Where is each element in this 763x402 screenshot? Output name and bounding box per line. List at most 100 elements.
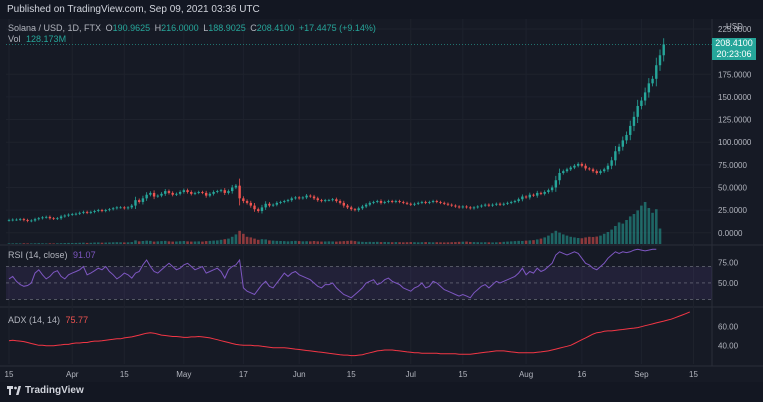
candle-body bbox=[603, 169, 606, 172]
volume-bar bbox=[398, 242, 401, 244]
candle-body bbox=[160, 193, 163, 196]
volume-bar bbox=[182, 241, 186, 244]
rsi-label[interactable]: RSI (14, close) bbox=[8, 250, 68, 260]
tradingview-logo[interactable]: TradingView bbox=[7, 385, 84, 396]
candle-body bbox=[324, 200, 327, 202]
volume-bar bbox=[279, 241, 282, 244]
candle-body bbox=[283, 201, 286, 202]
volume-bars bbox=[7, 202, 662, 244]
rsi-legend: RSI (14, close) 91.07 bbox=[8, 250, 96, 260]
volume-legend: Vol 128.173M bbox=[8, 34, 66, 44]
candle-body bbox=[238, 185, 241, 199]
volume-bar bbox=[383, 241, 387, 244]
candle-body bbox=[208, 193, 212, 196]
adx-label[interactable]: ADX (14, 14) bbox=[8, 315, 61, 325]
volume-bar bbox=[632, 214, 636, 244]
chart-canvas[interactable]: 0.0000 25.0000 50.0000 75.0000 100.0000 125.0… bbox=[0, 19, 763, 382]
currency-label: USD bbox=[726, 22, 743, 31]
volume-bar bbox=[491, 242, 494, 244]
candle-body bbox=[63, 215, 66, 217]
volume-bar bbox=[253, 238, 256, 244]
candle-body bbox=[655, 65, 658, 79]
volume-bar bbox=[227, 238, 230, 244]
time-tick-label: 15 bbox=[120, 370, 129, 379]
volume-bar bbox=[149, 240, 152, 244]
volume-bar bbox=[245, 236, 249, 244]
candle-body bbox=[134, 200, 137, 206]
candle-body bbox=[394, 201, 398, 202]
volume-bar bbox=[305, 241, 308, 244]
volume-bar bbox=[52, 243, 55, 244]
volume-bar bbox=[145, 240, 148, 244]
candle-body bbox=[502, 203, 505, 205]
volume-bar bbox=[15, 243, 18, 244]
candle-body bbox=[260, 207, 264, 212]
candle-body bbox=[212, 192, 215, 194]
candle-body bbox=[450, 204, 453, 206]
volume-bar bbox=[160, 241, 163, 244]
candle-body bbox=[56, 218, 59, 220]
volume-bar bbox=[242, 233, 245, 244]
candle-body bbox=[350, 207, 353, 210]
candle-body bbox=[271, 204, 275, 206]
candle-body bbox=[617, 146, 621, 152]
rsi-tick-label: 50.00 bbox=[718, 279, 739, 288]
candle-body bbox=[156, 195, 159, 197]
volume-bar bbox=[435, 242, 439, 244]
volume-bar bbox=[506, 241, 509, 244]
candle-body bbox=[372, 201, 375, 203]
time-tick-label: 15 bbox=[5, 370, 14, 379]
low-label: L bbox=[203, 23, 209, 33]
volume-bar bbox=[621, 223, 625, 244]
volume-bar bbox=[584, 237, 587, 244]
candle-body bbox=[428, 201, 431, 203]
open-value: 190.9625 bbox=[112, 23, 151, 33]
volume-bar bbox=[178, 241, 182, 244]
candle-body bbox=[573, 165, 576, 168]
volume-bar bbox=[30, 243, 33, 244]
close-label: C bbox=[250, 23, 257, 33]
volume-bar bbox=[416, 242, 420, 244]
volume-bar bbox=[576, 238, 580, 244]
candle-body bbox=[97, 210, 100, 212]
candle-body bbox=[204, 192, 208, 196]
open-label: O bbox=[105, 23, 113, 33]
candle-body bbox=[640, 100, 643, 106]
candle-body bbox=[111, 208, 115, 210]
volume-bar bbox=[387, 242, 390, 244]
candle-body bbox=[483, 204, 487, 206]
candle-body bbox=[67, 214, 70, 216]
volume-bar bbox=[580, 238, 584, 244]
volume-bar bbox=[420, 242, 424, 244]
volume-bar bbox=[375, 241, 379, 244]
candle-body bbox=[216, 191, 219, 193]
volume-bar bbox=[353, 241, 357, 244]
candle-body bbox=[294, 197, 297, 199]
volume-bar bbox=[379, 242, 383, 244]
candle-body bbox=[145, 194, 148, 199]
chart-frame[interactable]: 0.0000 25.0000 50.0000 75.0000 100.0000 125.0… bbox=[0, 19, 763, 382]
volume-bar bbox=[628, 216, 632, 244]
candle-body bbox=[413, 203, 416, 205]
volume-bar bbox=[212, 240, 215, 244]
volume-bar bbox=[524, 240, 528, 244]
candle-body bbox=[357, 208, 360, 211]
symbol-label[interactable]: Solana / USD, 1D, FTX bbox=[8, 23, 102, 33]
volume-bar bbox=[573, 237, 576, 244]
volume-bar bbox=[513, 241, 517, 244]
volume-bar bbox=[230, 236, 234, 244]
candle-body bbox=[435, 201, 438, 202]
candle-body bbox=[15, 219, 18, 221]
volume-bar bbox=[647, 208, 651, 244]
candle-body bbox=[379, 201, 383, 203]
volume-bar bbox=[599, 235, 602, 244]
volume-bar bbox=[234, 234, 238, 244]
bar-countdown: 20:23:06 bbox=[716, 49, 752, 60]
volume-bar bbox=[260, 239, 264, 244]
candle-body bbox=[398, 201, 401, 202]
candle-body bbox=[275, 202, 279, 205]
volume-bar bbox=[67, 242, 70, 244]
candle-body bbox=[268, 203, 271, 206]
volume-bar bbox=[565, 235, 569, 244]
volume-bar bbox=[286, 241, 290, 244]
